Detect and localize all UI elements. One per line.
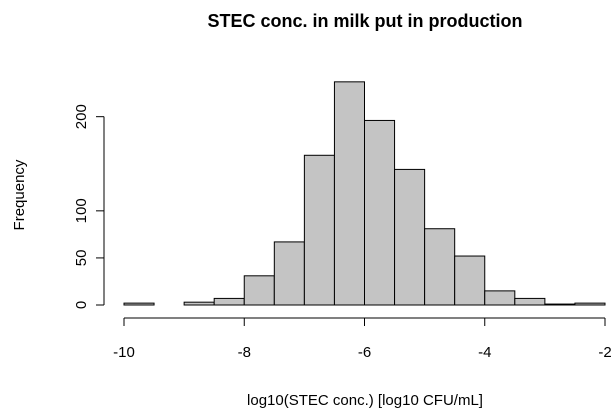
bar bbox=[394, 168, 426, 306]
bar bbox=[213, 297, 245, 306]
chart-title: STEC conc. in milk put in production bbox=[208, 11, 523, 31]
y-tick-label: 0 bbox=[73, 301, 90, 309]
y-axis-label: Frequency bbox=[11, 159, 28, 230]
x-tick-label: -2 bbox=[598, 344, 611, 361]
y-tick-label: 50 bbox=[73, 250, 90, 267]
bar bbox=[333, 81, 365, 306]
bar bbox=[303, 154, 335, 306]
bar bbox=[424, 228, 456, 306]
bar bbox=[574, 302, 606, 306]
bar bbox=[484, 290, 516, 306]
bar bbox=[544, 303, 576, 306]
x-tick-label: -8 bbox=[238, 344, 251, 361]
y-tick-label: 100 bbox=[73, 198, 90, 223]
bar bbox=[183, 301, 215, 306]
bar bbox=[243, 275, 275, 306]
x-tick-label: -6 bbox=[358, 344, 371, 361]
x-tick-label: -10 bbox=[113, 344, 135, 361]
bar bbox=[123, 302, 155, 306]
bar bbox=[364, 119, 396, 306]
bar bbox=[454, 255, 486, 306]
x-tick-label: -4 bbox=[478, 344, 491, 361]
y-tick-label: 200 bbox=[73, 104, 90, 129]
bar bbox=[514, 297, 546, 306]
bar bbox=[273, 241, 305, 306]
x-axis-label: log10(STEC conc.) [log10 CFU/mL] bbox=[247, 392, 483, 409]
